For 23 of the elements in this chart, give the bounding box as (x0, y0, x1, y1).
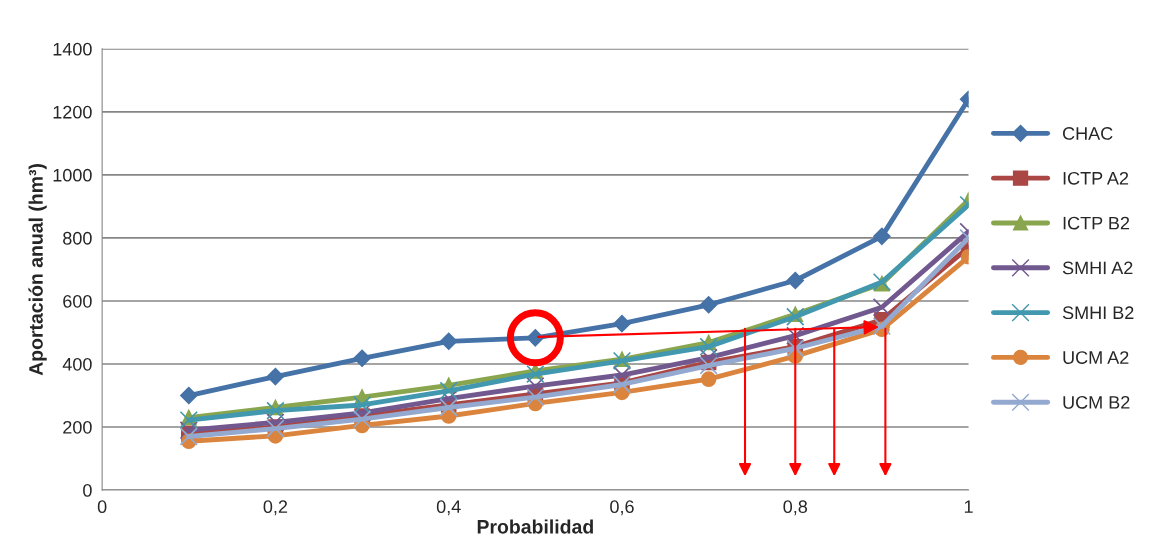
x-tick-label: 0 (97, 500, 107, 514)
x-tick-label: 0,8 (783, 500, 808, 516)
legend-label: CHAC (1062, 127, 1113, 140)
x-tick-label: 0,6 (610, 500, 634, 516)
legend-label: ICTP A2 (1063, 171, 1129, 185)
legend-label: UCM A2 (1063, 351, 1129, 364)
x-tick-label: 1 (964, 500, 973, 513)
y-tick-label: 1000 (53, 168, 92, 182)
y-axis-title: Aportación anual (hm³) (28, 164, 47, 376)
legend-label: SMHI A2 (1062, 261, 1133, 275)
legend-label: UCM B2 (1063, 395, 1130, 409)
y-tick-label: 600 (63, 294, 92, 308)
x-axis-title: Probabilidad (477, 519, 593, 534)
y-tick-label: 200 (63, 420, 92, 434)
x-tick-label: 0,4 (436, 500, 461, 516)
y-tick-label: 0 (83, 484, 92, 497)
x-tick-label: 0,2 (263, 500, 288, 516)
y-tick-label: 400 (62, 357, 92, 371)
legend-label: ICTP B2 (1063, 216, 1130, 230)
legend-label: SMHI B2 (1062, 306, 1134, 320)
y-tick-label: 1400 (53, 42, 92, 56)
y-tick-label: 800 (63, 231, 92, 245)
y-tick-label: 1200 (53, 105, 92, 119)
